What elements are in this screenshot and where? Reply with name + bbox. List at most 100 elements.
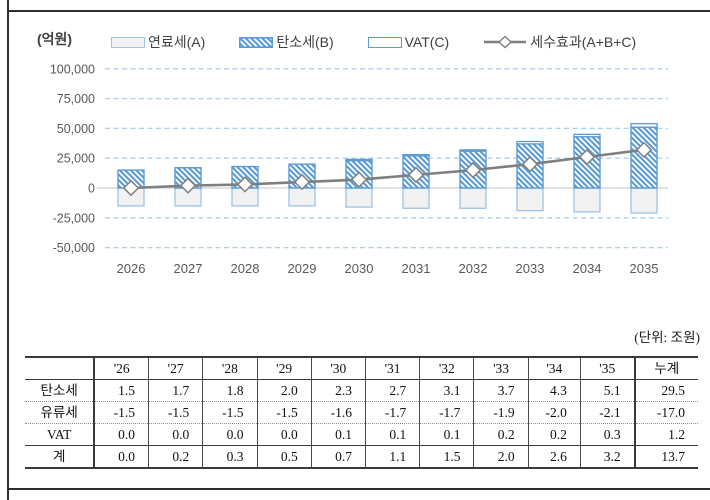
page-rule-left bbox=[7, 0, 9, 500]
table-column-header: '27 bbox=[148, 357, 203, 380]
y-tick-label: 100,000 bbox=[50, 62, 95, 76]
y-tick-label: 0 bbox=[88, 182, 95, 196]
table-cell: -1.5 bbox=[256, 401, 312, 424]
page-rule-top bbox=[7, 10, 710, 12]
table-cell: 1.8 bbox=[202, 379, 257, 402]
bar-vat bbox=[459, 149, 487, 152]
table-column-header: '30 bbox=[310, 357, 366, 380]
total-effect-marker bbox=[521, 155, 539, 173]
table-column-header: '34 bbox=[527, 357, 581, 380]
bar-vat bbox=[402, 153, 430, 157]
total-effect-marker bbox=[578, 148, 596, 166]
table-cell: 2.3 bbox=[310, 379, 366, 402]
table-column-header: '33 bbox=[473, 357, 529, 380]
table-cell: 3.2 bbox=[579, 445, 635, 468]
table-column-header: 누계 bbox=[633, 357, 698, 380]
legend-item-vat: VAT(C) bbox=[367, 34, 450, 50]
x-tick-label: 2030 bbox=[345, 261, 374, 276]
table-cell: 5.1 bbox=[579, 379, 635, 402]
table-cell: -1.5 bbox=[202, 401, 257, 424]
chart-canvas: 100,000 75,000 50,000 25,000 0 -25,000 -50,000… bbox=[50, 62, 668, 276]
table-cell: 0.3 bbox=[579, 423, 635, 446]
bar-fuel-tax bbox=[459, 187, 487, 209]
bar-fuel-tax bbox=[402, 187, 430, 209]
table-cell: -2.1 bbox=[579, 401, 635, 424]
legend-label: VAT(C) bbox=[404, 34, 450, 50]
x-tick-label: 2029 bbox=[288, 261, 317, 276]
bar-fuel-tax bbox=[345, 187, 373, 208]
table-cell: 13.7 bbox=[633, 445, 698, 468]
bar-vat bbox=[516, 140, 544, 145]
table-cell: -1.7 bbox=[364, 401, 420, 424]
bar-vat bbox=[345, 158, 373, 162]
total-effect-marker bbox=[407, 166, 425, 184]
bar-fuel-tax bbox=[516, 187, 544, 212]
table-row: 탄소세 1.5 1.7 1.8 2.0 2.3 2.7 3.1 3.7 4.3 5.1 29.5 bbox=[25, 379, 698, 402]
row-label: VAT bbox=[25, 423, 95, 446]
bar-fuel-tax bbox=[630, 187, 658, 214]
y-tick-label: 75,000 bbox=[57, 92, 95, 106]
table-cell: 0.2 bbox=[527, 423, 581, 446]
table-cell: 0.0 bbox=[148, 423, 203, 446]
table-cell: 0.3 bbox=[202, 445, 257, 468]
table-head: '26'27'28'29'30'31'32'33'34'35 누계 bbox=[25, 357, 698, 380]
table-column-header: '29 bbox=[256, 357, 312, 380]
table-cell: 2.0 bbox=[256, 379, 312, 402]
total-effect-marker bbox=[236, 176, 254, 193]
tax-revenue-chart: 100,000 75,000 50,000 25,000 0 -25,000 -50,000… bbox=[0, 12, 710, 312]
table-cell: 3.1 bbox=[419, 379, 474, 402]
y-axis-unit-label: (억원) bbox=[37, 31, 73, 47]
table-column-header: '35 bbox=[579, 357, 635, 380]
table-body: 탄소세 1.5 1.7 1.8 2.0 2.3 2.7 3.1 3.7 4.3 5.1 29.5 유류세… bbox=[25, 379, 698, 468]
total-effect-marker bbox=[122, 179, 140, 197]
table-cell: 0.2 bbox=[148, 445, 203, 468]
fuel-tax-swatch-icon bbox=[111, 36, 145, 48]
table-cell: 2.7 bbox=[364, 379, 420, 402]
table-cell: 0.7 bbox=[310, 445, 366, 468]
x-tick-label: 2027 bbox=[174, 261, 203, 276]
table-cell: -1.5 bbox=[148, 401, 203, 424]
legend-item-total-effect: 세수효과(A+B+C) bbox=[483, 32, 636, 52]
table-column-header: '26 bbox=[93, 357, 149, 380]
table-cell: 0.0 bbox=[93, 445, 149, 468]
y-tick-label: 50,000 bbox=[57, 122, 95, 136]
x-tick-label: 2031 bbox=[402, 261, 431, 276]
x-tick-label: 2028 bbox=[231, 261, 260, 276]
table-cell: -1.6 bbox=[310, 401, 366, 424]
table-cell: 0.1 bbox=[310, 423, 366, 446]
table-cell: 2.6 bbox=[527, 445, 581, 468]
table-cell: 1.5 bbox=[419, 445, 474, 468]
legend-item-carbon-tax: 탄소세(B) bbox=[239, 32, 334, 52]
total-effect-marker bbox=[350, 171, 368, 188]
summary-table: '26'27'28'29'30'31'32'33'34'35 누계 탄소세 1.5 1… bbox=[25, 356, 698, 469]
y-tick-label: -25,000 bbox=[53, 211, 95, 225]
table-column-header: '28 bbox=[202, 357, 257, 380]
table-cell: 1.1 bbox=[364, 445, 420, 468]
table-row: 유류세 -1.5 -1.5 -1.5 -1.5 -1.6 -1.7 -1.7 -1.9 -2.0-… bbox=[25, 401, 698, 424]
table-unit-note: (단위: 조원) bbox=[634, 330, 700, 345]
table-cell: 0.0 bbox=[93, 423, 149, 446]
x-tick-label: 2032 bbox=[459, 261, 488, 276]
y-tick-label: -50,000 bbox=[53, 241, 95, 255]
table-cell: 0.1 bbox=[419, 423, 474, 446]
legend-label: 탄소세(B) bbox=[276, 34, 334, 50]
table-column-header: '31 bbox=[364, 357, 420, 380]
table-row: 계 0.0 0.2 0.3 0.5 0.7 1.1 1.5 2.0 2.6 3.2 13.7 bbox=[25, 445, 698, 468]
x-tick-label: 2026 bbox=[117, 261, 146, 276]
total-effect-line bbox=[130, 148, 645, 190]
total-effect-marker bbox=[293, 173, 311, 191]
bar-vat bbox=[573, 133, 601, 138]
y-tick-label: 25,000 bbox=[57, 152, 95, 166]
table-cell: 0.1 bbox=[364, 423, 420, 446]
table-cell: 2.0 bbox=[473, 445, 529, 468]
table-cell: 0.0 bbox=[256, 423, 312, 446]
carbon-tax-hatch-swatch-icon bbox=[239, 36, 274, 48]
vat-swatch-icon bbox=[367, 36, 402, 48]
table-cell: 1.7 bbox=[148, 379, 203, 402]
x-tick-label: 2034 bbox=[573, 261, 602, 276]
table-cell: 4.3 bbox=[527, 379, 581, 402]
table-cell: 1.5 bbox=[93, 379, 149, 402]
row-label: 탄소세 bbox=[25, 379, 95, 402]
legend-label: 세수효과(A+B+C) bbox=[530, 34, 637, 50]
